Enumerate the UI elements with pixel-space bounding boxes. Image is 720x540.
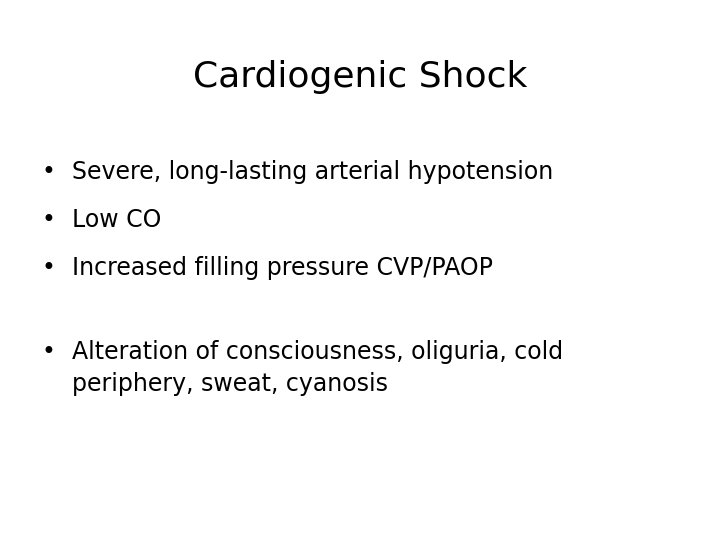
Text: Severe, long-lasting arterial hypotension: Severe, long-lasting arterial hypotensio… [72,160,553,184]
Text: Increased filling pressure CVP/PAOP: Increased filling pressure CVP/PAOP [72,256,493,280]
Text: Low CO: Low CO [72,208,161,232]
Text: •: • [41,340,55,364]
Text: •: • [41,256,55,280]
Text: Alteration of consciousness, oliguria, cold
periphery, sweat, cyanosis: Alteration of consciousness, oliguria, c… [72,340,563,396]
Text: •: • [41,208,55,232]
Text: Cardiogenic Shock: Cardiogenic Shock [193,60,527,94]
Text: •: • [41,160,55,184]
